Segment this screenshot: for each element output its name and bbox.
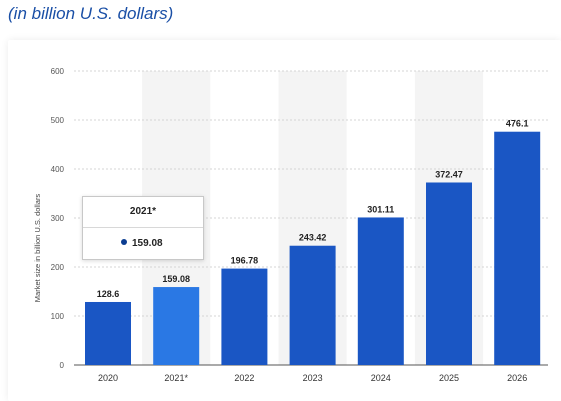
data-label: 243.42 <box>299 233 327 243</box>
y-tick-label: 400 <box>51 165 65 174</box>
tooltip-row: 159.08 <box>83 228 203 259</box>
bar-2024[interactable] <box>357 217 404 365</box>
x-tick-label: 2020 <box>98 373 118 383</box>
bar-2021[interactable] <box>153 287 200 365</box>
data-label: 301.11 <box>367 204 394 214</box>
tooltip-value: 159.08 <box>132 238 163 249</box>
x-tick-label: 2023 <box>303 373 323 383</box>
data-label: 196.78 <box>231 256 259 266</box>
data-label: 159.08 <box>162 274 190 284</box>
data-label: 372.47 <box>435 169 463 179</box>
y-tick-label: 500 <box>51 116 65 125</box>
y-axis-label: Market size in billion U.S. dollars <box>33 194 42 303</box>
bar-2025[interactable] <box>426 182 472 365</box>
x-axis-ticks: 2020 2021* 2022 2023 2024 2025 2026 <box>98 373 527 383</box>
bar-2020[interactable] <box>85 301 131 365</box>
y-tick-label: 600 <box>51 67 65 76</box>
x-tick-label: 2021* <box>164 373 188 383</box>
data-label: 476.1 <box>506 119 529 129</box>
bar-2026[interactable] <box>494 131 541 365</box>
x-tick-label: 2025 <box>439 373 459 383</box>
x-tick-label: 2022 <box>234 373 254 383</box>
y-tick-label: 100 <box>51 312 65 321</box>
data-label: 128.6 <box>97 289 120 299</box>
bars <box>85 131 541 365</box>
tooltip-title: 2021* <box>83 197 203 228</box>
chart-subtitle: (in billion U.S. dollars) <box>8 4 174 23</box>
bar-2022[interactable] <box>221 268 268 365</box>
y-tick-label: 200 <box>51 263 65 272</box>
series-dot-icon <box>121 239 127 246</box>
y-tick-label: 300 <box>51 214 65 223</box>
y-tick-label: 0 <box>60 361 65 370</box>
x-tick-label: 2024 <box>371 373 391 383</box>
x-tick-label: 2026 <box>507 373 527 383</box>
bar-2023[interactable] <box>289 245 336 365</box>
y-axis-ticks: 0 100 200 300 400 500 600 <box>51 67 65 370</box>
tooltip: 2021* 159.08 <box>82 196 204 260</box>
data-labels: 128.6 159.08 196.78 243.42 301.11 372.47 476.1 <box>97 119 529 299</box>
